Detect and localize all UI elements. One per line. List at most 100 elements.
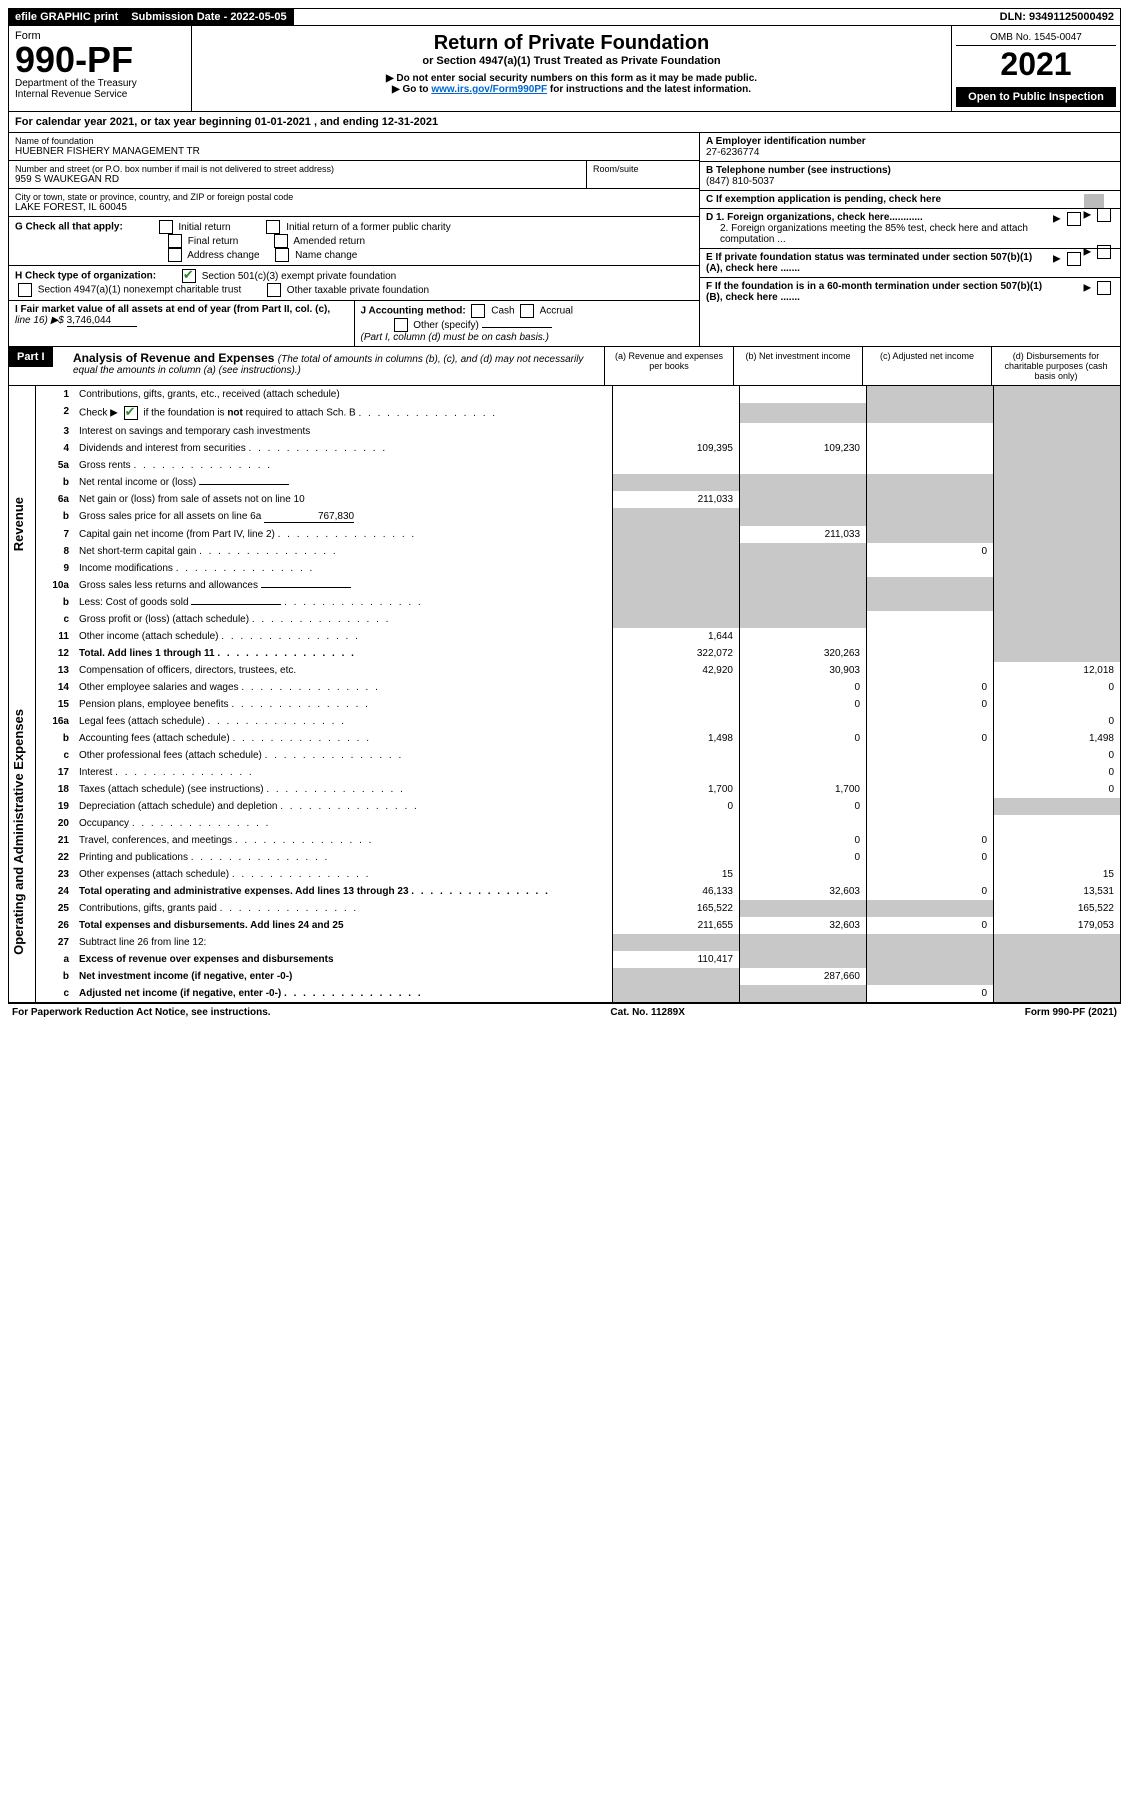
table-row: bGross sales price for all assets on lin…: [9, 508, 1121, 526]
irs-link[interactable]: www.irs.gov/Form990PF: [431, 84, 547, 95]
initial-former-checkbox[interactable]: [266, 220, 280, 234]
section-i: I Fair market value of all assets at end…: [9, 301, 355, 346]
dln: DLN: 93491125000492: [994, 9, 1120, 25]
other-method-checkbox[interactable]: [394, 318, 408, 332]
501c3-checkbox[interactable]: [182, 269, 196, 283]
efile-print[interactable]: efile GRAPHIC print: [9, 9, 125, 25]
table-row: 20Occupancy: [9, 815, 1121, 832]
part1-title: Analysis of Revenue and Expenses: [73, 351, 278, 365]
table-row: Revenue1Contributions, gifts, grants, et…: [9, 386, 1121, 403]
col-c-header: (c) Adjusted net income: [862, 347, 991, 385]
table-row: 19Depreciation (attach schedule) and dep…: [9, 798, 1121, 815]
table-row: 17Interest 0: [9, 764, 1121, 781]
cat-no: Cat. No. 11289X: [610, 1007, 684, 1018]
section-g: G Check all that apply: Initial return I…: [9, 217, 699, 266]
table-row: 18Taxes (attach schedule) (see instructi…: [9, 781, 1121, 798]
fmv-value: 3,746,044: [67, 315, 137, 327]
terminated-checkbox[interactable]: [1067, 252, 1081, 266]
open-inspection: Open to Public Inspection: [956, 87, 1116, 107]
ssn-note: ▶ Do not enter social security numbers o…: [198, 73, 945, 84]
omb-number: OMB No. 1545-0047: [956, 30, 1116, 46]
goto-note: ▶ Go to www.irs.gov/Form990PF for instru…: [198, 84, 945, 95]
col-d-header: (d) Disbursements for charitable purpose…: [991, 347, 1120, 385]
calendar-year-row: For calendar year 2021, or tax year begi…: [8, 112, 1121, 133]
form-number: 990-PF: [15, 42, 185, 78]
form-ref: Form 990-PF (2021): [1025, 1007, 1117, 1018]
table-row: bLess: Cost of goods sold: [9, 594, 1121, 611]
city-label: City or town, state or province, country…: [15, 192, 693, 202]
table-row: 27Subtract line 26 from line 12:: [9, 934, 1121, 951]
table-row: 3Interest on savings and temporary cash …: [9, 423, 1121, 440]
name-change-checkbox[interactable]: [275, 248, 289, 262]
ein-value: 27-6236774: [706, 147, 1114, 158]
accrual-checkbox[interactable]: [520, 304, 534, 318]
4947a1-checkbox[interactable]: [18, 283, 32, 297]
section-e: E If private foundation status was termi…: [700, 249, 1120, 278]
table-row: 11Other income (attach schedule) 1,644: [9, 628, 1121, 645]
table-row: 9Income modifications: [9, 560, 1121, 577]
table-row: 26Total expenses and disbursements. Add …: [9, 917, 1121, 934]
submission-date: Submission Date - 2022-05-05: [125, 9, 293, 25]
table-row: 14Other employee salaries and wages 000: [9, 679, 1121, 696]
foreign-org-checkbox[interactable]: [1067, 212, 1081, 226]
part1-header: Part I Analysis of Revenue and Expenses …: [8, 347, 1121, 386]
page-footer: For Paperwork Reduction Act Notice, see …: [8, 1003, 1121, 1021]
phone-value: (847) 810-5037: [706, 176, 1114, 187]
table-row: 15Pension plans, employee benefits 00: [9, 696, 1121, 713]
entity-info: Name of foundation HUEBNER FISHERY MANAG…: [8, 133, 1121, 347]
address-label: Number and street (or P.O. box number if…: [15, 164, 580, 174]
table-row: 6aNet gain or (loss) from sale of assets…: [9, 491, 1121, 508]
other-taxable-checkbox[interactable]: [267, 283, 281, 297]
ein-label: A Employer identification number: [706, 136, 1114, 147]
cash-checkbox[interactable]: [471, 304, 485, 318]
initial-return-checkbox[interactable]: [159, 220, 173, 234]
60month-checkbox[interactable]: [1097, 281, 1111, 295]
section-d: D 1. Foreign organizations, check here..…: [700, 209, 1120, 249]
foundation-name: HUEBNER FISHERY MANAGEMENT TR: [15, 146, 693, 157]
table-row: cAdjusted net income (if negative, enter…: [9, 985, 1121, 1003]
phone-label: B Telephone number (see instructions): [706, 165, 1114, 176]
form-header: Form 990-PF Department of the Treasury I…: [8, 26, 1121, 112]
col-b-header: (b) Net investment income: [733, 347, 862, 385]
table-row: cGross profit or (loss) (attach schedule…: [9, 611, 1121, 628]
table-row: bAccounting fees (attach schedule) 1,498…: [9, 730, 1121, 747]
section-c: C If exemption application is pending, c…: [700, 191, 1120, 209]
address: 959 S WAUKEGAN RD: [15, 174, 580, 185]
dept-treasury: Department of the Treasury: [15, 78, 185, 89]
section-h: H Check type of organization: Section 50…: [9, 266, 699, 301]
table-row: 23Other expenses (attach schedule) 1515: [9, 866, 1121, 883]
table-row: 25Contributions, gifts, grants paid 165,…: [9, 900, 1121, 917]
final-return-checkbox[interactable]: [168, 234, 182, 248]
table-row: 24Total operating and administrative exp…: [9, 883, 1121, 900]
form-title: Return of Private Foundation: [198, 32, 945, 55]
table-row: 2Check ▶ if the foundation is not requir…: [9, 403, 1121, 423]
table-row: 22Printing and publications 00: [9, 849, 1121, 866]
top-bar: efile GRAPHIC print Submission Date - 20…: [8, 8, 1121, 26]
table-row: 4Dividends and interest from securities …: [9, 440, 1121, 457]
table-row: aExcess of revenue over expenses and dis…: [9, 951, 1121, 968]
col-a-header: (a) Revenue and expenses per books: [604, 347, 733, 385]
amended-return-checkbox[interactable]: [274, 234, 288, 248]
table-row: 8Net short-term capital gain 0: [9, 543, 1121, 560]
table-row: 7Capital gain net income (from Part IV, …: [9, 526, 1121, 543]
form-subtitle: or Section 4947(a)(1) Trust Treated as P…: [198, 55, 945, 67]
revenue-expense-table: Revenue1Contributions, gifts, grants, et…: [8, 386, 1121, 1003]
room-label: Room/suite: [593, 164, 693, 174]
address-change-checkbox[interactable]: [168, 248, 182, 262]
table-row: bNet investment income (if negative, ent…: [9, 968, 1121, 985]
irs-label: Internal Revenue Service: [15, 89, 185, 100]
section-f: F If the foundation is in a 60-month ter…: [700, 278, 1120, 306]
foundation-name-label: Name of foundation: [15, 136, 693, 146]
table-row: 16aLegal fees (attach schedule) 0: [9, 713, 1121, 730]
table-row: bNet rental income or (loss): [9, 474, 1121, 491]
table-row: Operating and Administrative Expenses13C…: [9, 662, 1121, 679]
table-row: cOther professional fees (attach schedul…: [9, 747, 1121, 764]
table-row: 21Travel, conferences, and meetings 00: [9, 832, 1121, 849]
table-row: 12Total. Add lines 1 through 11 322,0723…: [9, 645, 1121, 662]
table-row: 10aGross sales less returns and allowanc…: [9, 577, 1121, 594]
section-j: J Accounting method: Cash Accrual Other …: [355, 301, 700, 346]
table-row: 5aGross rents: [9, 457, 1121, 474]
city-state-zip: LAKE FOREST, IL 60045: [15, 202, 693, 213]
tax-year: 2021: [956, 46, 1116, 83]
part1-label: Part I: [9, 347, 53, 367]
